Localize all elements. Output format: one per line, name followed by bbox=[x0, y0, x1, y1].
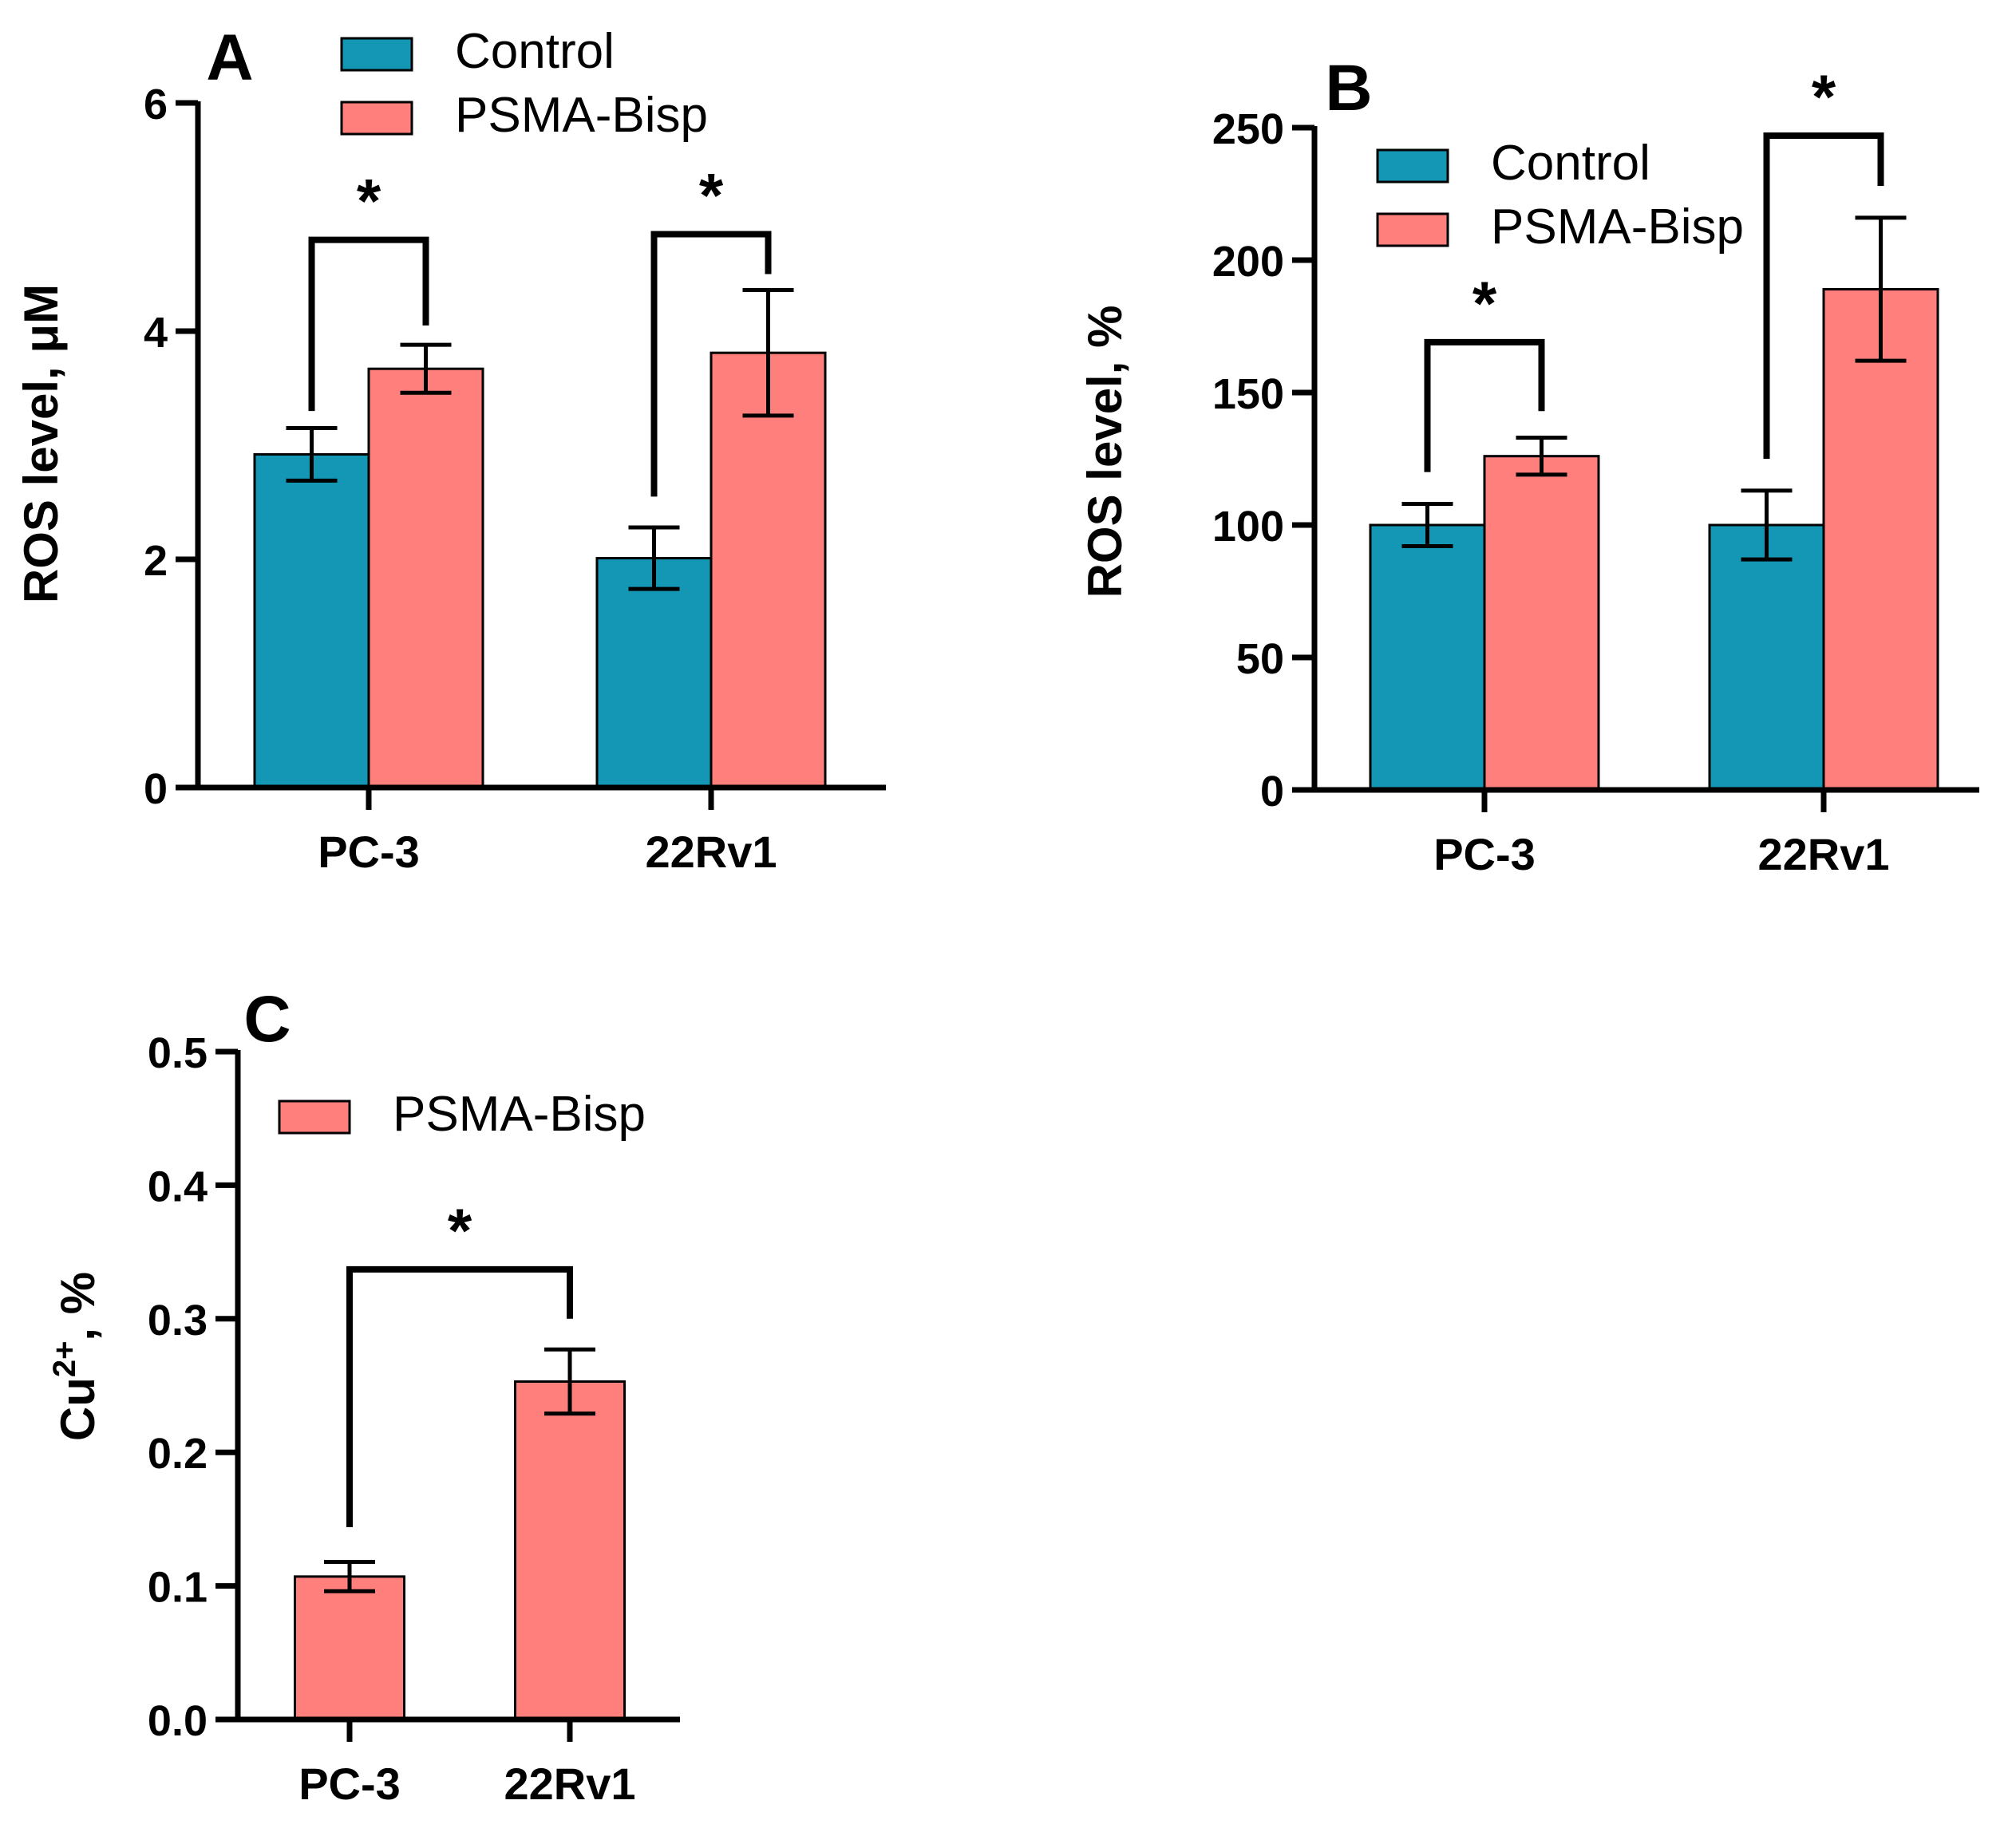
panel-letter: A bbox=[206, 22, 253, 94]
y-tick-label: 6 bbox=[144, 81, 168, 128]
y-tick-label: 2 bbox=[144, 537, 168, 585]
significance-star: * bbox=[1812, 61, 1836, 132]
y-tick-label: 0 bbox=[144, 765, 168, 813]
error-bar bbox=[400, 342, 452, 395]
significance-bracket bbox=[650, 231, 772, 497]
y-axis bbox=[215, 1048, 241, 1723]
y-tick-label: 0.2 bbox=[148, 1430, 208, 1478]
y-axis-label: ROS level, μM bbox=[14, 284, 68, 603]
legend-swatch bbox=[340, 37, 413, 72]
y-tick-label: 200 bbox=[1212, 238, 1284, 286]
error-bar bbox=[1401, 501, 1453, 549]
x-tick-label: PC-3 bbox=[1433, 829, 1536, 879]
bar bbox=[253, 452, 370, 789]
bar bbox=[595, 557, 713, 789]
error-bar bbox=[628, 525, 680, 591]
legend: PSMA-Bisp bbox=[278, 1087, 646, 1142]
x-axis bbox=[1312, 787, 1979, 812]
legend-label: PSMA-Bisp bbox=[393, 1087, 646, 1142]
y-tick-label: 0.3 bbox=[148, 1297, 208, 1344]
x-tick-label: 22Rv1 bbox=[1757, 829, 1889, 879]
significance-bracket bbox=[1763, 132, 1884, 459]
legend-label: Control bbox=[1491, 136, 1650, 191]
y-tick-label: 0.1 bbox=[148, 1564, 208, 1612]
panel-letter: C bbox=[243, 983, 291, 1056]
legend-swatch bbox=[1376, 148, 1449, 184]
x-tick-label: 22Rv1 bbox=[504, 1759, 635, 1809]
bar bbox=[1822, 288, 1939, 792]
error-bar bbox=[1741, 488, 1793, 562]
bar bbox=[367, 367, 484, 789]
x-tick-label: PC-3 bbox=[318, 827, 420, 877]
error-bar bbox=[544, 1347, 595, 1416]
y-tick-label: 50 bbox=[1236, 635, 1284, 683]
y-tick-label: 250 bbox=[1212, 105, 1284, 153]
error-bar bbox=[324, 1559, 375, 1593]
error-bar bbox=[742, 288, 794, 418]
y-tick-label: 4 bbox=[144, 309, 168, 357]
y-axis bbox=[1292, 124, 1318, 793]
significance-star: * bbox=[448, 1195, 472, 1265]
bar bbox=[514, 1380, 626, 1721]
significance-bracket bbox=[308, 236, 429, 412]
significance-bracket bbox=[1424, 338, 1545, 472]
error-bar bbox=[286, 426, 338, 483]
error-bar bbox=[1516, 435, 1567, 477]
significance-star: * bbox=[357, 166, 381, 236]
y-axis-label: Cu2+, % bbox=[47, 1272, 105, 1441]
y-tick-label: 100 bbox=[1212, 503, 1284, 551]
legend-swatch bbox=[278, 1100, 351, 1135]
legend-swatch bbox=[340, 101, 413, 136]
panel-a: A 0 2 4 6 PC-3 22Rv1 ROS level, μM Control PSMA-B… bbox=[14, 22, 886, 877]
x-axis bbox=[235, 1716, 680, 1742]
x-tick-label: PC-3 bbox=[298, 1759, 401, 1809]
legend: Control PSMA-Bisp bbox=[1376, 136, 1744, 255]
significance-star: * bbox=[1472, 268, 1497, 338]
y-axis-label: ROS level, % bbox=[1078, 306, 1132, 598]
legend-label: PSMA-Bisp bbox=[455, 88, 708, 143]
y-axis-label-base: Cu bbox=[51, 1377, 105, 1441]
legend-label: PSMA-Bisp bbox=[1491, 199, 1744, 255]
y-axis-label-sup: 2+ bbox=[47, 1341, 82, 1378]
y-axis bbox=[176, 100, 201, 791]
legend-label: Control bbox=[455, 24, 615, 79]
panel-letter: B bbox=[1325, 52, 1372, 124]
x-axis bbox=[196, 784, 886, 810]
significance-bracket bbox=[346, 1265, 573, 1527]
legend-swatch bbox=[1376, 212, 1449, 247]
panel-b: B 0 50 100 150 200 250 PC-3 22Rv1 ROS level, % Con… bbox=[1078, 52, 1979, 879]
bar bbox=[1483, 455, 1600, 792]
y-tick-label: 0.5 bbox=[148, 1029, 208, 1077]
bar bbox=[1369, 523, 1486, 792]
bar bbox=[1708, 523, 1825, 792]
legend: Control PSMA-Bisp bbox=[340, 24, 708, 143]
y-tick-label: 0 bbox=[1260, 768, 1284, 815]
bar bbox=[710, 351, 827, 789]
y-tick-label: 0.0 bbox=[148, 1697, 208, 1745]
bar bbox=[294, 1575, 405, 1721]
error-bar bbox=[1855, 215, 1907, 363]
x-tick-label: 22Rv1 bbox=[645, 827, 777, 877]
panel-c: C 0.0 0.1 0.2 0.3 0.4 0.5 PC-3 22Rv1 Cu2+, % PSMA-… bbox=[47, 983, 680, 1809]
y-axis-label-rest: , % bbox=[51, 1272, 105, 1341]
significance-star: * bbox=[699, 160, 724, 230]
y-tick-label: 0.4 bbox=[148, 1163, 208, 1210]
y-tick-label: 150 bbox=[1212, 370, 1284, 418]
